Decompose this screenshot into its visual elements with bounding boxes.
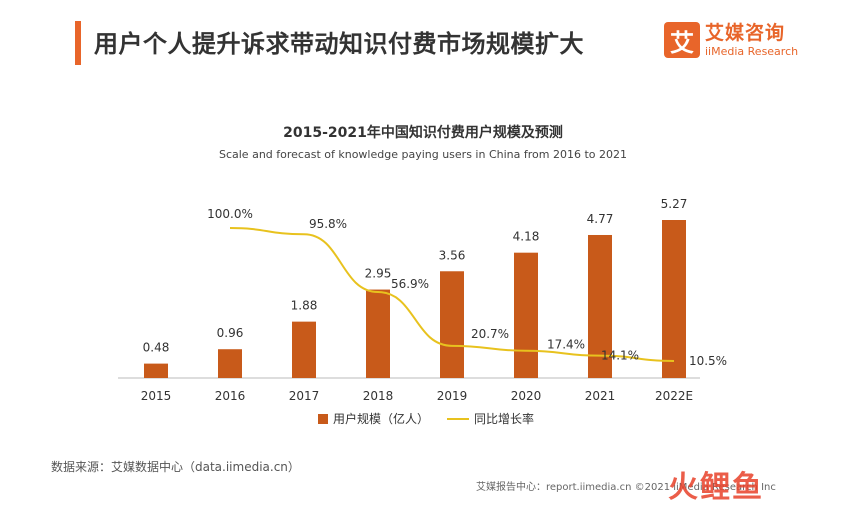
bar-label-2019: 3.56 xyxy=(439,248,466,262)
bar-label-2021: 4.77 xyxy=(587,212,614,226)
chart-subtitle: Scale and forecast of knowledge paying u… xyxy=(218,148,627,161)
page-title: 用户个人提升诉求带动知识付费市场规模扩大 xyxy=(94,30,584,58)
logo-text: 艾媒咨询 iiMedia Research xyxy=(705,21,799,58)
bar-2021 xyxy=(588,234,612,378)
chart-legend: 用户规模（亿人） 同比增长率 xyxy=(318,410,552,427)
legend-label-growth: 同比增长率 xyxy=(474,412,535,426)
growth-label-2019: 20.7% xyxy=(471,327,509,341)
growth-label-2021: 14.1% xyxy=(601,349,639,363)
legend-item-growth: 同比增长率 xyxy=(447,410,534,427)
x-tick-2017: 2017 xyxy=(289,389,320,403)
bar-2022E xyxy=(662,220,686,378)
logo-subtitle: iiMedia Research xyxy=(705,44,799,58)
bar-2015 xyxy=(144,363,168,378)
chart-title: 2015-2021年中国知识付费用户规模及预测 xyxy=(283,125,563,141)
title-accent-bar xyxy=(75,21,81,65)
bar-label-2016: 0.96 xyxy=(217,326,244,340)
brand-logo: 艾 艾媒咨询 iiMedia Research xyxy=(664,22,798,58)
legend-line-swatch xyxy=(447,417,470,420)
footer-note: 艾媒报告中心：report.iimedia.cn ©2021 iiMedia R… xyxy=(476,482,776,493)
bar-label-2015: 0.48 xyxy=(143,341,170,355)
bar-2019 xyxy=(440,271,464,378)
data-source: 数据来源：艾媒数据中心（data.iimedia.cn） xyxy=(51,460,300,474)
growth-label-2020: 17.4% xyxy=(547,338,585,352)
watermark: 火鲤鱼 xyxy=(668,470,764,505)
bar-2017 xyxy=(292,321,316,378)
legend-bar-swatch xyxy=(318,413,328,424)
growth-rate-line xyxy=(229,227,675,362)
growth-label-2016: 100.0% xyxy=(207,207,253,221)
x-tick-2016: 2016 xyxy=(215,389,246,403)
bar-label-2017: 1.88 xyxy=(291,299,318,313)
bar-2016 xyxy=(218,349,242,378)
bar-label-2020: 4.18 xyxy=(513,230,540,244)
x-tick-2021: 2021 xyxy=(585,389,616,403)
bar-2020 xyxy=(514,252,538,378)
growth-label-2022E: 10.5% xyxy=(689,354,727,368)
x-tick-2020: 2020 xyxy=(511,389,542,403)
bar-label-2022E: 5.27 xyxy=(661,197,688,211)
x-tick-2015: 2015 xyxy=(141,389,172,403)
bar-2018 xyxy=(366,289,390,378)
logo-icon: 艾 xyxy=(664,22,700,58)
logo-name: 艾媒咨询 xyxy=(705,21,786,44)
growth-label-2018: 56.9% xyxy=(391,277,429,291)
x-tick-2019: 2019 xyxy=(437,389,468,403)
bar-label-2018: 2.95 xyxy=(365,267,392,281)
legend-label-users: 用户规模（亿人） xyxy=(333,412,430,426)
x-tick-2018: 2018 xyxy=(363,389,394,403)
x-tick-2022E: 2022E xyxy=(655,389,693,403)
growth-label-2017: 95.8% xyxy=(309,217,347,231)
legend-item-users: 用户规模（亿人） xyxy=(318,410,429,427)
